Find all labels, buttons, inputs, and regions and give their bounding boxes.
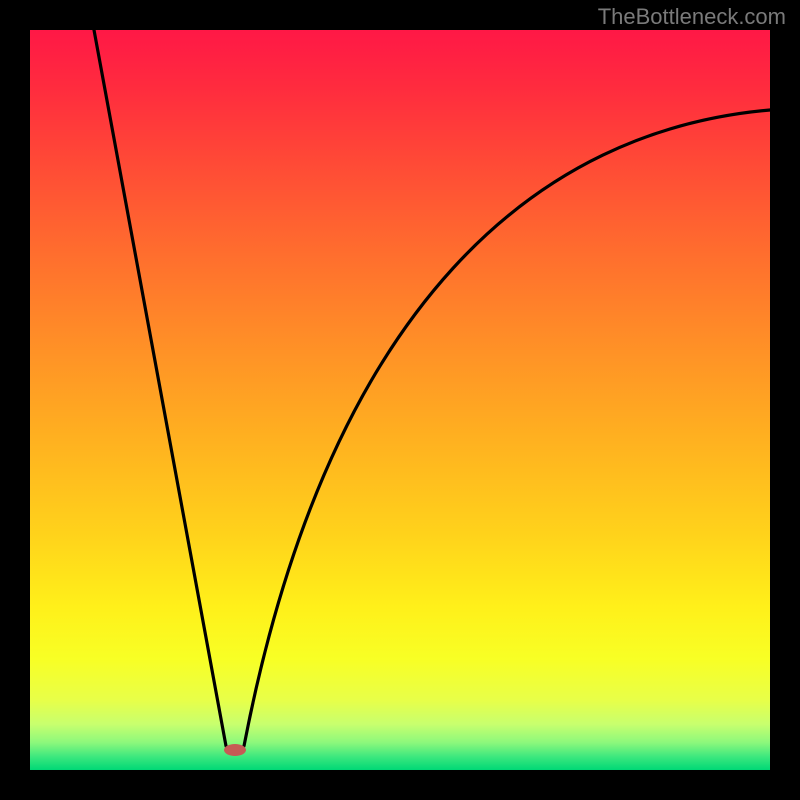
watermark-text: TheBottleneck.com bbox=[598, 4, 786, 30]
optimal-point-marker bbox=[224, 744, 246, 756]
bottleneck-chart bbox=[0, 0, 800, 800]
chart-container: TheBottleneck.com bbox=[0, 0, 800, 800]
plot-area bbox=[30, 30, 770, 770]
